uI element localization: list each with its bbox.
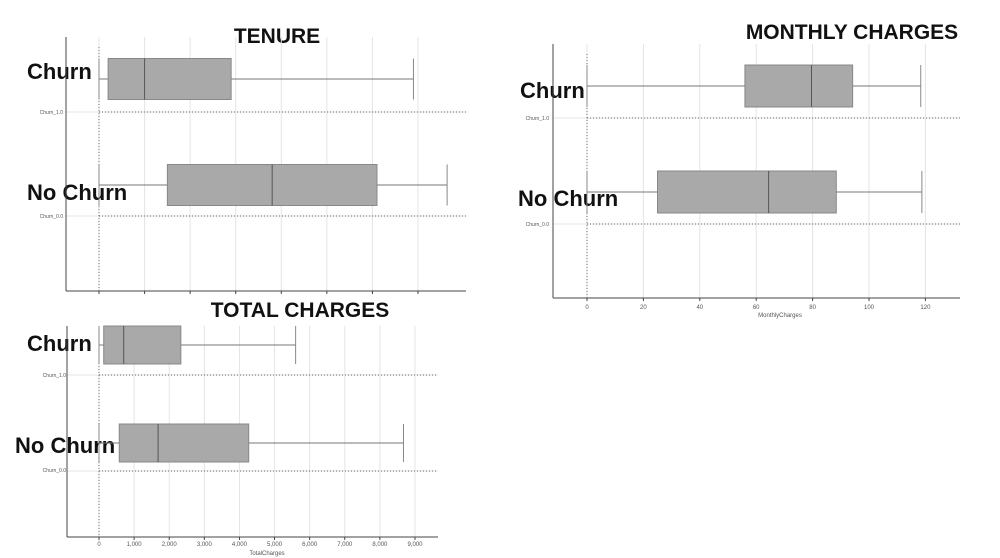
monthly-box-churn bbox=[586, 64, 922, 108]
total-xlabel: TotalCharges bbox=[249, 551, 284, 557]
monthly-ytick-no-churn: Churn_0.0 bbox=[526, 222, 550, 228]
monthly-x-tick-label: 120 bbox=[920, 305, 931, 311]
tenure-label-no-churn: No Churn bbox=[27, 180, 127, 205]
total-iqr-box bbox=[118, 423, 250, 463]
tenure-ytick-no-churn: Churn_0.0 bbox=[40, 214, 64, 220]
total-iqr-box bbox=[103, 325, 182, 365]
monthly-x-tick-label: 100 bbox=[864, 305, 875, 311]
total-x-tick-label: 8,000 bbox=[372, 542, 388, 548]
monthly-x-tick-label: 0 bbox=[585, 305, 589, 311]
total-title: TOTAL CHARGES bbox=[211, 299, 390, 322]
total-x-tick-label: 9,000 bbox=[407, 542, 423, 548]
tenure-box-no-churn bbox=[98, 164, 448, 206]
total-x-tick-label: 5,000 bbox=[267, 542, 283, 548]
total-box-churn bbox=[98, 325, 297, 365]
monthly-box-no-churn bbox=[586, 170, 923, 214]
tenure-title: TENURE bbox=[234, 25, 320, 48]
monthly-panel: MONTHLY CHARGES Churn No Churn Churn_1.0… bbox=[518, 21, 958, 319]
total-box-no-churn bbox=[98, 423, 404, 463]
monthly-iqr-box bbox=[744, 64, 854, 108]
total-x-tick-label: 6,000 bbox=[302, 542, 318, 548]
total-x-tick-label: 4,000 bbox=[232, 542, 248, 548]
tenure-iqr-box bbox=[107, 58, 232, 100]
monthly-label-no-churn: No Churn bbox=[518, 186, 618, 211]
total-x-tick-label: 3,000 bbox=[197, 542, 213, 548]
monthly-x-tick-label: 80 bbox=[809, 305, 816, 311]
total-ytick-no-churn: Churn_0.0 bbox=[43, 468, 67, 474]
monthly-marks: 0 20 40 60 80 100 120 bbox=[552, 44, 960, 311]
total-label-no-churn: No Churn bbox=[15, 433, 115, 458]
monthly-x-tick-label: 60 bbox=[753, 305, 760, 311]
tenure-box-churn bbox=[98, 58, 414, 100]
monthly-iqr-box bbox=[657, 170, 837, 214]
monthly-ytick-churn: Churn_1.0 bbox=[526, 116, 550, 122]
tenure-ytick-churn: Churn_1.0 bbox=[40, 110, 64, 116]
monthly-x-tick-label: 40 bbox=[696, 305, 703, 311]
total-x-tick-label: 2,000 bbox=[162, 542, 178, 548]
monthly-x-tick-label: 20 bbox=[640, 305, 647, 311]
total-ytick-churn: Churn_1.0 bbox=[43, 373, 67, 379]
tenure-panel: TENURE Churn No Churn Churn_1.0 Churn_0.… bbox=[27, 25, 320, 220]
total-x-tick-label: 7,000 bbox=[337, 542, 353, 548]
total-panel: TOTAL CHARGES Churn No Churn Churn_1.0 C… bbox=[15, 299, 389, 557]
monthly-label-churn: Churn bbox=[520, 78, 585, 103]
total-label-churn: Churn bbox=[27, 331, 92, 356]
monthly-xlabel: MonthlyCharges bbox=[758, 313, 802, 319]
monthly-title: MONTHLY CHARGES bbox=[746, 21, 958, 44]
total-x-tick-label: 1,000 bbox=[127, 542, 143, 548]
tenure-label-churn: Churn bbox=[27, 59, 92, 84]
total-x-tick-label: 0 bbox=[97, 542, 101, 548]
total-marks: 0 1,000 2,000 3,000 4,000 5,000 6,000 7,000 8,00… bbox=[66, 325, 438, 548]
tenure-marks bbox=[65, 37, 466, 294]
